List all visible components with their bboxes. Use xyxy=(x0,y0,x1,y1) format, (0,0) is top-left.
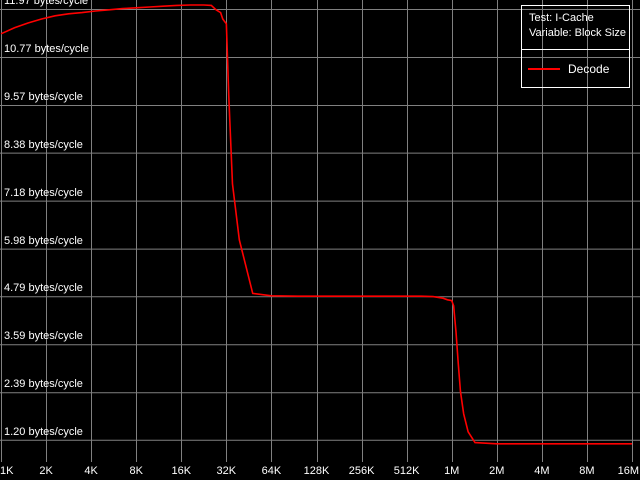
x-axis-tick-label: 16M xyxy=(617,465,639,477)
x-axis-tick-label: 128K xyxy=(303,465,330,477)
x-axis-tick-label: 2M xyxy=(489,465,505,477)
y-axis-tick-label: 11.97 bytes/cycle xyxy=(4,0,89,7)
y-axis-tick-label: 4.79 bytes/cycle xyxy=(4,282,83,295)
x-axis-tick-label: 16K xyxy=(171,465,192,477)
y-axis-tick-label: 9.57 bytes/cycle xyxy=(4,91,83,103)
y-axis-tick-label: 3.59 bytes/cycle xyxy=(4,330,83,343)
legend-info-block: Test: I-Cache Variable: Block Size xyxy=(522,6,629,50)
x-axis-tick-label: 512K xyxy=(393,465,420,477)
vertical-gridlines xyxy=(1,0,633,462)
x-axis-tick-label: 8M xyxy=(579,465,595,477)
legend-series-label: Decode xyxy=(568,61,610,76)
x-axis-tick-label: 4K xyxy=(84,465,98,477)
x-axis-tick-label: 1M xyxy=(444,465,460,477)
legend-test-line: Test: I-Cache xyxy=(529,12,594,24)
y-axis-tick-label: 2.39 bytes/cycle xyxy=(4,378,83,391)
horizontal-gridlines xyxy=(0,9,640,441)
y-axis-tick-label: 5.98 bytes/cycle xyxy=(4,234,83,247)
y-axis-tick-label: 1.20 bytes/cycle xyxy=(4,425,83,438)
legend-series-row: Decode xyxy=(522,50,629,87)
x-axis-tick-label: 4M xyxy=(534,465,550,477)
x-axis-tick-label: 8K xyxy=(129,465,143,477)
x-axis-tick-label: 32K xyxy=(216,465,237,477)
y-axis-tick-label: 10.77 bytes/cycle xyxy=(4,43,89,55)
legend: Test: I-Cache Variable: Block Size Decod… xyxy=(521,5,630,88)
series-line-decode xyxy=(0,4,632,445)
x-axis-tick-label: 64K xyxy=(261,465,282,477)
legend-variable-line: Variable: Block Size xyxy=(529,27,627,39)
x-axis-tick-label: 256K xyxy=(348,465,375,477)
data-series-group xyxy=(0,4,632,445)
x-axis-tick-label: 1K xyxy=(0,465,14,477)
y-axis-tick-label: 8.38 bytes/cycle xyxy=(4,138,83,151)
x-axis-tick-label: 2K xyxy=(39,465,53,477)
legend-line-swatch-icon xyxy=(528,67,560,70)
y-axis-tick-label: 7.18 bytes/cycle xyxy=(4,186,83,199)
